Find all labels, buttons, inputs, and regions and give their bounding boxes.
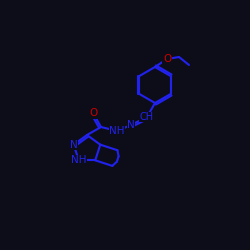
Text: O: O (89, 108, 97, 118)
Text: O: O (163, 54, 171, 64)
Text: N: N (127, 120, 135, 130)
Text: NH: NH (109, 126, 125, 136)
Text: CH: CH (140, 112, 154, 122)
Text: NH: NH (71, 155, 86, 165)
Text: N: N (70, 140, 78, 150)
